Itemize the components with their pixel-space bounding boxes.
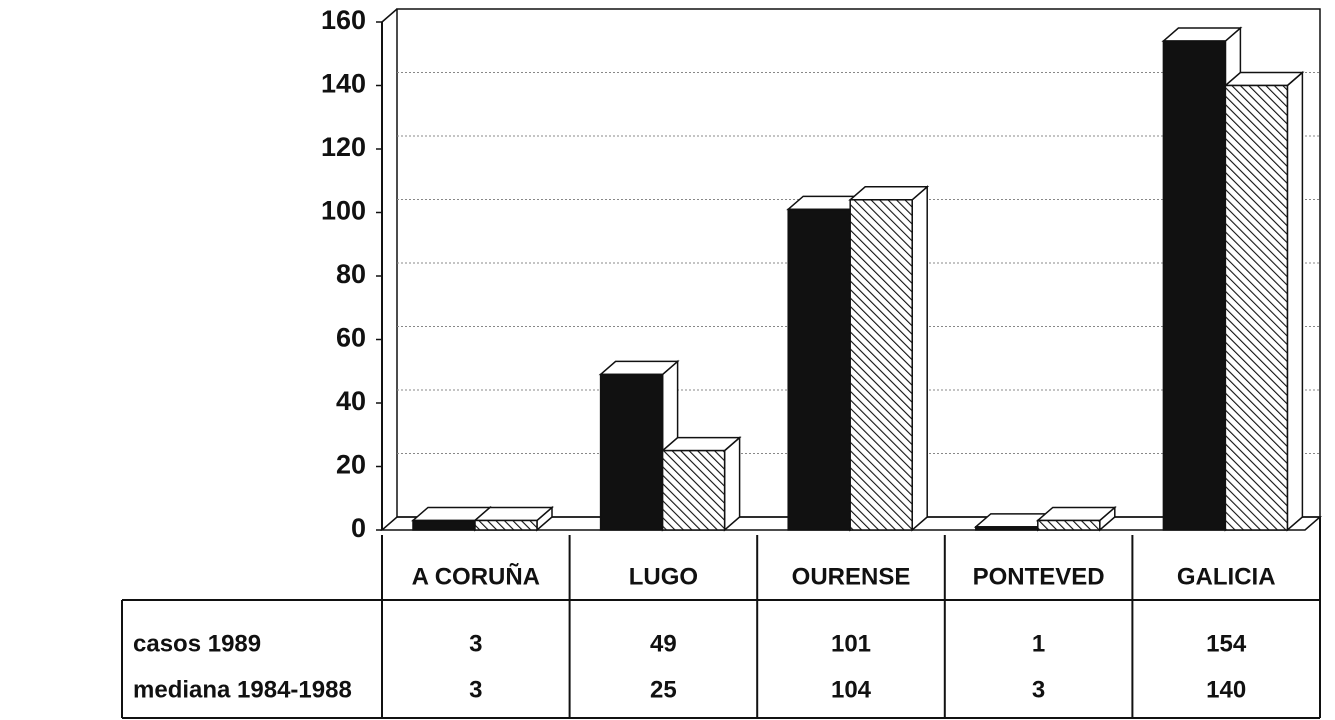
table-value: 3 xyxy=(469,676,482,703)
y-tick-label: 0 xyxy=(351,513,366,543)
table-value: 3 xyxy=(469,630,482,657)
legend-label: casos 1989 xyxy=(133,630,261,657)
y-tick-label: 100 xyxy=(321,196,366,226)
bar xyxy=(599,373,664,531)
x-tick-label: OURENSE xyxy=(792,563,911,590)
bar xyxy=(412,519,476,531)
bar-side xyxy=(1286,70,1304,532)
y-tick-label: 20 xyxy=(336,450,366,480)
y-tick-label: 40 xyxy=(336,386,366,416)
table-value: 140 xyxy=(1206,676,1246,703)
legend-label: mediana 1984-1988 xyxy=(133,676,352,703)
table-value: 1 xyxy=(1032,630,1045,657)
bar-side xyxy=(911,185,928,532)
bar xyxy=(474,519,538,531)
bar xyxy=(787,208,851,531)
table-value: 25 xyxy=(650,676,677,703)
y-tick-label: 120 xyxy=(321,132,366,162)
bar xyxy=(1037,519,1101,531)
bar xyxy=(661,449,726,531)
bar xyxy=(1224,84,1289,531)
table-value: 101 xyxy=(831,630,871,657)
y-tick-label: 80 xyxy=(336,259,366,289)
table-value: 154 xyxy=(1206,630,1247,657)
x-tick-label: GALICIA xyxy=(1177,563,1276,590)
y-tick-label: 140 xyxy=(321,69,366,99)
axis-edge xyxy=(381,8,398,23)
x-tick-label: LUGO xyxy=(629,563,698,590)
y-tick-label: 60 xyxy=(336,323,366,353)
bar xyxy=(975,526,1039,531)
y-tick-label: 160 xyxy=(321,5,366,35)
bar-side xyxy=(723,435,741,532)
x-tick-label: A CORUÑA xyxy=(412,562,540,590)
table-value: 49 xyxy=(650,630,677,657)
table-value: 104 xyxy=(831,676,872,703)
x-tick-label: PONTEVED xyxy=(973,563,1105,590)
bar xyxy=(1162,40,1227,531)
bar xyxy=(849,199,913,531)
table-value: 3 xyxy=(1032,676,1045,703)
